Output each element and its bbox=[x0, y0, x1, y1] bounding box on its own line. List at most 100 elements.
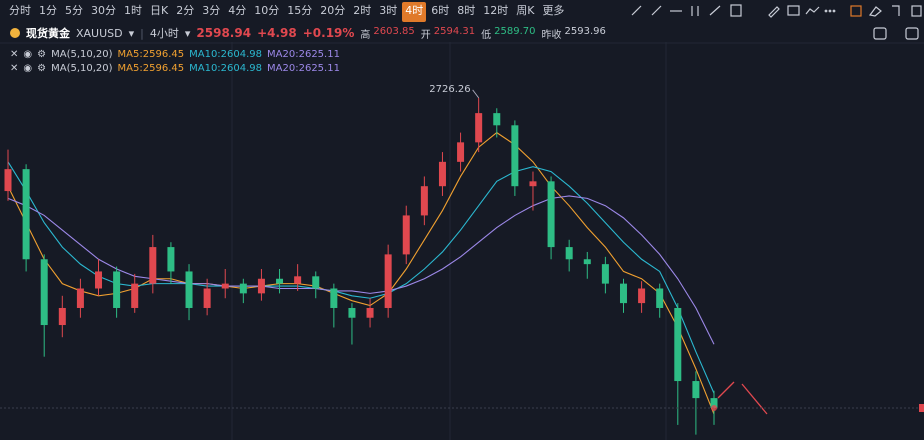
toolbar: 分时 1分 5分 30分 1时 日K 2分 3分 4分 10分 15分 20分 2时 3时 4时 6时 8时 12… bbox=[6, 2, 567, 22]
candle-body bbox=[438, 161, 446, 187]
stat-label: 低 bbox=[481, 29, 492, 41]
candle-body bbox=[58, 307, 66, 326]
candle-body bbox=[475, 113, 483, 143]
price: 2598.94 bbox=[196, 26, 252, 40]
stat-value: 2594.31 bbox=[433, 25, 476, 37]
symbol-header: 现货黄金 XAUUSD ▾ | 4小时 ▾ 2598.94 +4.98 +0.1… bbox=[10, 25, 609, 41]
stat-label: 高 bbox=[360, 29, 371, 41]
candle-body bbox=[674, 307, 682, 382]
timeframe-button[interactable]: 15分 bbox=[287, 4, 313, 17]
timeframe-button[interactable]: 周K bbox=[516, 4, 535, 17]
candle-body bbox=[384, 254, 392, 308]
max-marker bbox=[472, 89, 480, 99]
timeframe-button[interactable]: 30分 bbox=[91, 4, 116, 17]
indicator-legend: ✕ ◉ ⚙ MA(5,10,20) MA5:2596.45 MA10:2604.98 MA2… bbox=[10, 63, 340, 74]
timeframe-button[interactable]: 8时 bbox=[457, 4, 476, 17]
last-point bbox=[711, 404, 717, 411]
separator: | bbox=[140, 26, 144, 40]
indicator-value: MA5:2596.45 bbox=[117, 63, 185, 74]
candle-body bbox=[185, 271, 193, 308]
timeframe-button[interactable]: 2分 bbox=[176, 4, 195, 17]
candle-body bbox=[402, 215, 410, 255]
symbol-code[interactable]: XAUUSD bbox=[76, 26, 123, 40]
candle-body bbox=[420, 186, 428, 216]
timeframe-button[interactable]: 4分 bbox=[228, 4, 247, 17]
timeframe-button[interactable]: 3分 bbox=[202, 4, 221, 17]
candle-body bbox=[113, 271, 121, 308]
indicator-name: MA(5,10,20) bbox=[51, 63, 113, 74]
legend-icon[interactable]: ⚙ bbox=[37, 63, 47, 74]
indicator-value: MA10:2604.98 bbox=[189, 49, 263, 60]
candle-body bbox=[583, 259, 591, 265]
candle-body bbox=[692, 381, 700, 399]
dropdown-arrow[interactable]: ▾ bbox=[128, 26, 135, 40]
candle-body bbox=[22, 169, 30, 260]
legend-icon[interactable]: ✕ bbox=[10, 49, 19, 60]
ma-line bbox=[7, 161, 715, 394]
timeframe-button[interactable]: 10分 bbox=[254, 4, 280, 17]
candle-body bbox=[638, 288, 646, 304]
stat-value: 2603.85 bbox=[373, 25, 415, 37]
trend-drawing[interactable] bbox=[717, 381, 735, 399]
indicator-value: MA20:2625.11 bbox=[267, 49, 340, 60]
candle-body bbox=[601, 264, 609, 284]
ma-line bbox=[7, 131, 715, 415]
legend-icon[interactable]: ◉ bbox=[23, 63, 33, 74]
indicator-value: MA5:2596.45 bbox=[117, 49, 185, 60]
timeframe-button[interactable]: 1分 bbox=[39, 4, 57, 17]
timeframe-button[interactable]: 20分 bbox=[320, 4, 346, 17]
candle-body bbox=[294, 276, 302, 284]
indicator-name: MA(5,10,20) bbox=[51, 49, 113, 60]
legend-icon[interactable]: ✕ bbox=[10, 63, 19, 74]
timeframe-button[interactable]: 1时 bbox=[124, 4, 142, 17]
timeframe-button[interactable]: 日K bbox=[150, 4, 169, 17]
timeframe-button[interactable]: 6时 bbox=[431, 4, 450, 17]
indicator-legend: ✕ ◉ ⚙ MA(5,10,20) MA5:2596.45 MA10:2604.98 MA2… bbox=[10, 49, 340, 60]
period[interactable]: 4小时 bbox=[149, 27, 179, 40]
candle-body bbox=[257, 278, 265, 294]
candle-body bbox=[40, 259, 48, 326]
timeframe-button[interactable]: 2时 bbox=[353, 4, 372, 17]
timeframe-button[interactable]: 4时 bbox=[402, 2, 427, 22]
candle-body bbox=[656, 288, 664, 308]
candle-body bbox=[348, 307, 356, 318]
candle-body bbox=[619, 283, 627, 304]
candle-body bbox=[330, 288, 338, 308]
candle-body bbox=[493, 113, 501, 126]
candle-body bbox=[203, 288, 211, 308]
stat-value: 2593.96 bbox=[564, 25, 606, 37]
candle-body bbox=[276, 278, 284, 284]
toolbar-icons[interactable] bbox=[631, 4, 922, 40]
candle-body bbox=[131, 283, 139, 308]
candle-body bbox=[149, 247, 157, 284]
coin-icon bbox=[10, 28, 20, 38]
legend-icon[interactable]: ◉ bbox=[23, 49, 33, 60]
candle-body bbox=[710, 398, 718, 408]
candle-body bbox=[547, 181, 555, 248]
candle-body bbox=[511, 125, 519, 187]
change-pct: +0.19% bbox=[302, 26, 355, 40]
candle-body bbox=[95, 271, 103, 289]
candle-body bbox=[239, 283, 247, 294]
timeframe-button[interactable]: 12时 bbox=[483, 4, 509, 17]
symbol-name[interactable]: 现货黄金 bbox=[26, 27, 70, 40]
ma-line bbox=[7, 195, 715, 345]
candle-body bbox=[312, 276, 320, 289]
legend-icon[interactable]: ⚙ bbox=[37, 49, 47, 60]
trend-drawing[interactable] bbox=[741, 383, 768, 415]
stats: 高 2603.85 开 2594.31 低 2589.70 昨收 2593.96 bbox=[360, 26, 608, 41]
candle-body bbox=[529, 181, 537, 187]
timeframe-button[interactable]: 5分 bbox=[65, 4, 83, 17]
timeframe-button[interactable]: 更多 bbox=[542, 4, 565, 17]
candle-body bbox=[457, 142, 465, 162]
candle-body bbox=[366, 307, 374, 318]
candle-body bbox=[167, 247, 175, 272]
dropdown-arrow[interactable]: ▾ bbox=[184, 26, 191, 40]
indicator-value: MA10:2604.98 bbox=[189, 63, 263, 74]
timeframe-button[interactable]: 分时 bbox=[9, 4, 31, 17]
indicator-value: MA20:2625.11 bbox=[267, 63, 340, 74]
timeframe-button[interactable]: 3时 bbox=[379, 4, 398, 17]
stat-label: 开 bbox=[420, 29, 431, 41]
